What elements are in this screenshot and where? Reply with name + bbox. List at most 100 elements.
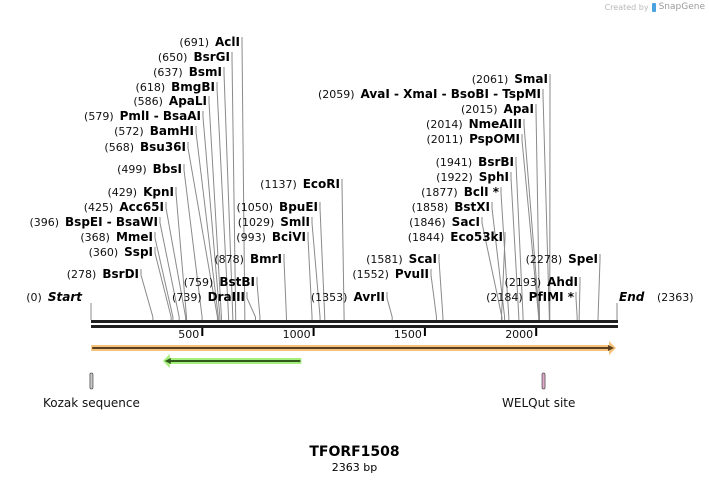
site-label[interactable]: PspOMI (2011) [426, 132, 520, 146]
site-name: NmeAIII [469, 117, 522, 131]
site-label[interactable]: End (2363) [619, 290, 694, 304]
site-position: (691) [179, 36, 209, 49]
sequence-backbone[interactable] [91, 320, 618, 328]
site-label[interactable]: BmrI (878) [214, 252, 282, 266]
site-name: BamHI [150, 124, 194, 138]
site-label[interactable]: AvrII (1353) [311, 290, 385, 304]
feature-arrows[interactable]: Kozak sequence WELQut site [43, 341, 616, 410]
site-name: BspEI - BsaWI [65, 215, 158, 229]
site-name: BsmI [189, 65, 222, 79]
welqut-site-feature[interactable]: WELQut site [502, 372, 575, 410]
site-name: SspI [124, 245, 153, 259]
site-label[interactable]: SmlI (1029) [238, 215, 310, 229]
site-label[interactable]: PmlI - BsaAI (579) [84, 109, 201, 123]
site-position: (993) [236, 231, 266, 244]
site-connector [246, 292, 256, 320]
site-name: PspOMI [469, 132, 520, 146]
site-label[interactable]: DraIII (739) [172, 290, 245, 304]
site-position: (499) [117, 163, 147, 176]
site-name: DraIII [208, 290, 245, 304]
backbone-top-strand[interactable] [91, 320, 618, 323]
site-label[interactable]: SspI (360) [89, 245, 153, 259]
site-label[interactable]: MmeI (368) [80, 230, 153, 244]
site-label[interactable]: Start (0) [26, 290, 83, 304]
site-connector [597, 254, 601, 320]
site-label[interactable]: BstXI (1858) [412, 200, 490, 214]
site-label[interactable]: ApaI (2015) [461, 102, 534, 116]
site-name: BciVI [272, 230, 306, 244]
site-position: (572) [114, 125, 144, 138]
site-name: BmrI [250, 252, 282, 266]
site-connector [283, 254, 287, 320]
site-name: Bsu36I [140, 140, 186, 154]
site-label[interactable]: SmaI (2061) [472, 72, 548, 86]
site-connector [175, 187, 187, 320]
site-name: End [619, 290, 645, 304]
site-connector [510, 172, 520, 320]
site-label[interactable]: Bsu36I (568) [104, 140, 186, 154]
site-label[interactable]: BbsI (499) [117, 162, 182, 176]
site-label[interactable]: Acc65I (425) [84, 200, 164, 214]
watermark-prefix: Created by [604, 2, 649, 12]
site-label[interactable]: KpnI (429) [108, 185, 175, 199]
watermark-brand: SnapGene [658, 2, 705, 12]
site-label[interactable]: Eco53kI (1844) [408, 230, 503, 244]
site-label[interactable]: SpeI (2278) [526, 252, 598, 266]
site-label[interactable]: BsrBI (1941) [436, 155, 514, 169]
backbone-bottom-strand[interactable] [91, 325, 618, 328]
site-label[interactable]: BmgBI (618) [136, 80, 215, 94]
site-name: BclI * [464, 185, 500, 199]
site-label[interactable]: SphI (1922) [436, 170, 509, 184]
site-position: (1353) [311, 291, 348, 304]
site-label[interactable]: BstBI (759) [184, 275, 255, 289]
map-title: TFORF1508 [309, 444, 400, 460]
site-label[interactable]: AclI (691) [179, 35, 240, 49]
site-connector [575, 292, 578, 320]
site-connector [208, 96, 222, 320]
site-connector [202, 111, 221, 320]
site-label[interactable]: BsrGI (650) [158, 50, 230, 64]
site-connector [154, 232, 174, 320]
site-position: (1941) [436, 156, 473, 169]
map-length: 2363 bp [331, 461, 378, 474]
site-connector [231, 52, 237, 320]
site-label[interactable]: AvaI - XmaI - BsoBI - TspMI (2059) [318, 87, 541, 101]
site-position: (1922) [436, 171, 473, 184]
site-feature-marker [541, 372, 546, 390]
site-connector [481, 217, 503, 320]
site-position: (1552) [352, 268, 389, 281]
site-position: (2184) [486, 291, 523, 304]
site-label[interactable]: AhdI (2193) [505, 275, 578, 289]
site-name: Eco53kI [450, 230, 503, 244]
site-connector [491, 202, 506, 320]
kozak-sequence-feature[interactable]: Kozak sequence [43, 372, 140, 410]
site-name: SacI [452, 215, 480, 229]
site-label[interactable]: BsmI (637) [153, 65, 222, 79]
site-name: PfIMI * [529, 290, 575, 304]
site-label[interactable]: PvuII (1552) [352, 267, 429, 281]
site-feature-label: WELQut site [502, 396, 575, 410]
site-label[interactable]: NmeAIII (2014) [426, 117, 522, 131]
site-label[interactable]: BciVI (993) [236, 230, 306, 244]
site-position: (579) [84, 110, 114, 123]
site-label[interactable]: BamHI (572) [114, 124, 194, 138]
site-connector [307, 232, 313, 320]
site-label[interactable]: SacI (1846) [409, 215, 480, 229]
site-label[interactable]: ApaLI (586) [133, 94, 207, 108]
site-connector [187, 142, 218, 320]
orf-reverse-arrow[interactable] [162, 354, 302, 368]
site-connector [256, 277, 261, 320]
site-label[interactable]: BpuEI (1050) [236, 200, 318, 214]
site-name: PvuII [395, 267, 429, 281]
site-position: (0) [26, 291, 42, 304]
site-connector [216, 82, 230, 320]
site-label[interactable]: ScaI (1581) [366, 252, 437, 266]
site-label[interactable]: BclI * (1877) [421, 185, 500, 199]
site-label[interactable]: EcoRI (1137) [260, 177, 340, 191]
site-label[interactable]: BspEI - BsaWI (396) [29, 215, 158, 229]
orf-forward-arrow[interactable] [91, 341, 616, 355]
site-label[interactable]: PfIMI * (2184) [486, 290, 575, 304]
site-label[interactable]: BsrDI (278) [67, 267, 139, 281]
site-connector [386, 292, 393, 320]
